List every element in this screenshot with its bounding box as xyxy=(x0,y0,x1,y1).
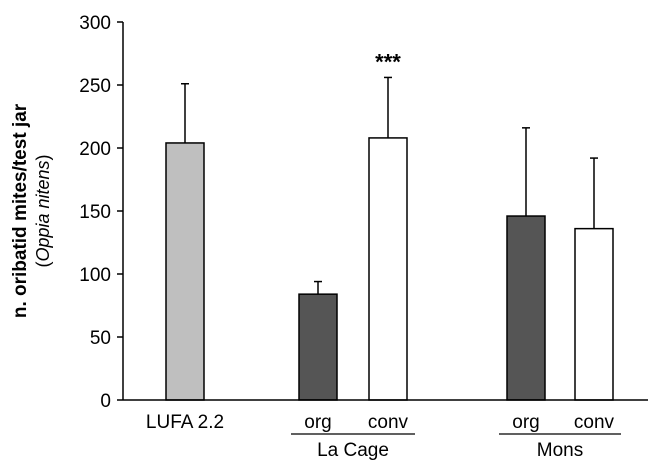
y-axis: 0 50 100 150 200 250 300 xyxy=(79,13,124,412)
y-tick-label: 100 xyxy=(79,265,111,286)
annotations: *** xyxy=(375,49,401,74)
y-tick-label: 150 xyxy=(79,202,111,223)
bar-3 xyxy=(506,215,546,401)
species-name: Oppia nitens xyxy=(33,160,53,262)
x-tick-label: conv xyxy=(574,412,615,433)
bar-4 xyxy=(574,227,614,401)
significance-marker: *** xyxy=(375,49,401,74)
bar-2 xyxy=(368,137,408,401)
bars xyxy=(165,137,614,401)
group-label: Mons xyxy=(537,440,583,461)
y-tick-label: 200 xyxy=(79,139,111,160)
x-axis: LUFA 2.2 org conv org conv La Cage Mons xyxy=(123,399,648,461)
x-tick-label: org xyxy=(304,412,331,433)
y-tick-label: 250 xyxy=(79,76,111,97)
bar-0 xyxy=(165,142,205,401)
error-bars xyxy=(181,76,598,295)
x-tick-label: conv xyxy=(368,412,409,433)
y-axis-title: n. oribatid mites/test jar (Oppia nitens… xyxy=(2,0,62,461)
group-label: La Cage xyxy=(317,440,389,461)
y-tick-label: 300 xyxy=(79,13,111,34)
x-tick-label: org xyxy=(512,412,539,433)
y-tick-label: 50 xyxy=(90,328,111,349)
y-axis-label: n. oribatid mites/test jar xyxy=(10,103,31,319)
y-tick-label: 0 xyxy=(100,391,111,412)
y-axis-sublabel: (Oppia nitens) xyxy=(33,154,53,268)
x-tick-label: LUFA 2.2 xyxy=(146,412,224,433)
bar-1 xyxy=(298,293,338,401)
